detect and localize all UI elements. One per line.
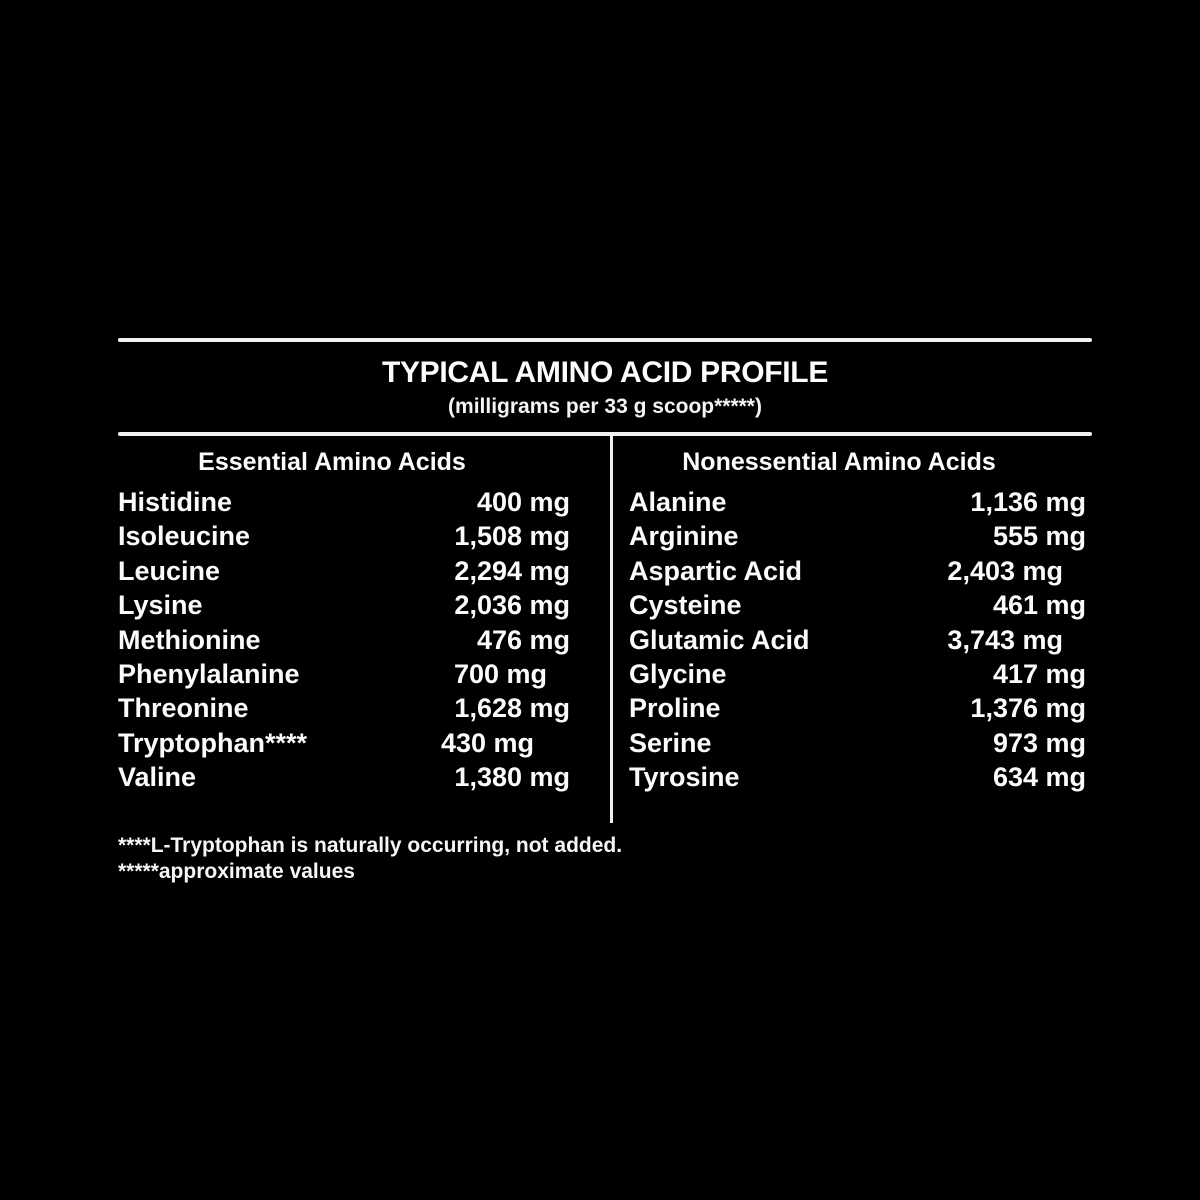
amino-name: Alanine [629,487,727,517]
amino-name: Tyrosine [629,762,740,793]
essential-rows: Histidine 400 mg Isoleucine 1,508 mg Leuci… [118,485,610,795]
amino-value: 1,136 mg [970,487,1086,517]
essential-column: Essential Amino Acids Histidine 400 mg Is… [118,436,610,795]
amino-name: Phenylalanine [118,659,300,690]
table-row: Phenylalanine 700 mg [118,657,610,691]
amino-name: Tryptophan**** [118,727,308,758]
table-row: Glutamic Acid 3,743 mg [613,623,1092,657]
amino-name: Cysteine [629,590,742,621]
table-row: Alanine 1,136 mg [613,485,1092,519]
table-row: Aspartic Acid 2,403 mg [613,554,1092,588]
table-row: Methionine 476 mg [118,623,610,657]
amino-value: 1,628 mg [454,693,570,724]
panel-title: TYPICAL AMINO ACID PROFILE [381,356,829,389]
column-divider [610,436,613,823]
table-row: Histidine 400 mg [118,485,610,519]
nonessential-rows: Alanine 1,136 mg Arginine 555 mg Aspartic … [613,485,1092,795]
amino-value: 634 mg [992,762,1086,793]
nonessential-header: Nonessential Amino Acids [682,448,996,476]
title-block: TYPICAL AMINO ACID PROFILE (milligrams p… [118,342,1092,432]
amino-name: Aspartic Acid [629,555,803,586]
table-row: Threonine 1,628 mg [118,691,610,725]
top-rule [118,338,1092,342]
amino-columns: Essential Amino Acids Histidine 400 mg Is… [118,436,1092,823]
amino-acid-profile-panel: TYPICAL AMINO ACID PROFILE (milligrams p… [118,338,1092,885]
table-row: Tyrosine 634 mg [613,760,1092,794]
table-row: Glycine 417 mg [613,657,1092,691]
amino-value: 1,380 mg [454,762,570,793]
amino-value: 2,294 mg [454,555,570,586]
amino-value: 400 mg [476,487,570,517]
amino-name: Leucine [118,555,221,586]
panel-subtitle: (milligrams per 33 g scoop*****) [448,395,762,418]
table-row: Tryptophan**** 430 mg [118,726,610,760]
table-row: Cysteine 461 mg [613,588,1092,622]
table-row: Lysine 2,036 mg [118,588,610,622]
amino-value: 973 mg [992,727,1086,758]
amino-value: 2,036 mg [454,590,570,621]
table-row: Proline 1,376 mg [613,691,1092,725]
amino-value: 3,743 mg [947,624,1063,655]
amino-name: Serine [629,727,712,758]
amino-value: 700 mg [453,659,547,690]
amino-value: 461 mg [992,590,1086,621]
footnote-tryptophan: ****L-Tryptophan is naturally occurring,… [118,834,623,857]
table-row: Valine 1,380 mg [118,760,610,794]
amino-value: 1,508 mg [454,521,570,552]
amino-name: Threonine [118,693,249,724]
amino-name: Proline [629,693,721,724]
table-row: Arginine 555 mg [613,519,1092,553]
amino-name: Histidine [118,487,233,517]
essential-header: Essential Amino Acids [198,448,466,476]
mid-rule [118,432,1092,436]
amino-value: 2,403 mg [947,555,1063,586]
amino-value: 555 mg [992,521,1086,552]
amino-value: 476 mg [476,624,570,655]
amino-name: Arginine [629,521,739,552]
amino-name: Methionine [118,624,261,655]
footnotes: ****L-Tryptophan is naturally occurring,… [118,833,1092,885]
table-row: Isoleucine 1,508 mg [118,519,610,553]
table-row: Leucine 2,294 mg [118,554,610,588]
amino-value: 1,376 mg [970,693,1086,724]
amino-name: Isoleucine [118,521,251,552]
amino-name: Glutamic Acid [629,624,810,655]
nonessential-column: Nonessential Amino Acids Alanine 1,136 mg… [613,436,1092,795]
footnote-approximate: *****approximate values [118,860,355,883]
amino-name: Glycine [629,659,727,690]
amino-name: Valine [118,762,197,793]
table-row: Serine 973 mg [613,726,1092,760]
amino-value: 417 mg [992,659,1086,690]
amino-name: Lysine [118,590,203,621]
amino-value: 430 mg [440,727,534,758]
